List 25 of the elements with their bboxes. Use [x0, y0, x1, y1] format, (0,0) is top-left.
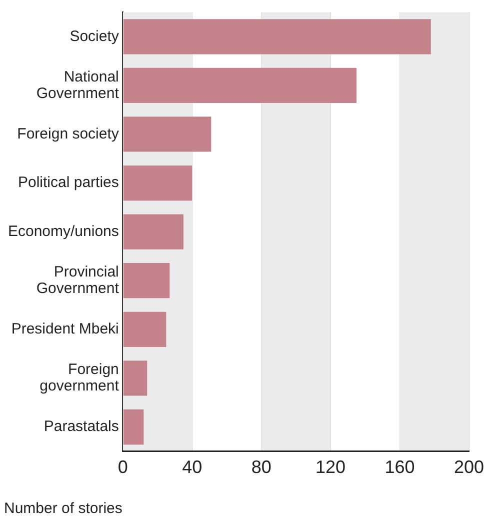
- y-tick-label: National Government: [36, 68, 120, 102]
- bar: [123, 19, 431, 54]
- y-tick-label: President Mbeki: [11, 320, 119, 338]
- bar: [123, 68, 357, 104]
- bar: [123, 409, 144, 445]
- x-tick-label: 80: [251, 457, 272, 478]
- bar: [123, 165, 192, 201]
- y-tick-label: Society: [70, 28, 120, 45]
- bar: [123, 312, 166, 347]
- x-tick-label: 0: [118, 457, 128, 478]
- y-tick-label: Political parties: [18, 174, 119, 192]
- y-tick-label: Parastatals: [44, 418, 119, 436]
- bar: [123, 116, 212, 152]
- y-tick-label: Foreign government: [40, 361, 120, 395]
- bar: [123, 214, 184, 250]
- y-tick-label: Foreign society: [17, 125, 120, 142]
- x-tick-label: 120: [316, 457, 346, 478]
- x-tick-label: 200: [454, 457, 484, 478]
- x-tick-label: 160: [384, 457, 415, 478]
- x-axis-title: Number of stories: [4, 500, 122, 517]
- bar: [123, 263, 170, 298]
- bar: [123, 360, 148, 396]
- y-tick-label: Economy/unions: [8, 222, 119, 240]
- y-tick-label: Provincial Government: [36, 264, 120, 298]
- x-tick-label: 40: [182, 457, 202, 478]
